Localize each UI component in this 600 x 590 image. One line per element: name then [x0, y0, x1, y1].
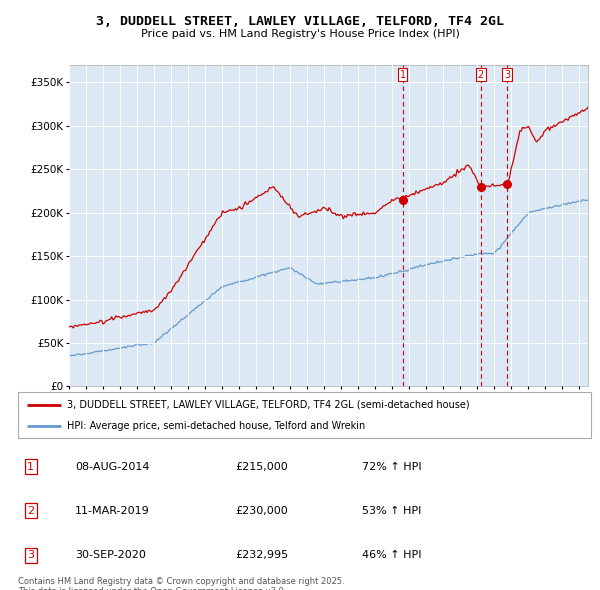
- Text: £232,995: £232,995: [236, 550, 289, 560]
- Text: 1: 1: [27, 462, 34, 471]
- Text: 2: 2: [478, 70, 484, 80]
- Text: 1: 1: [400, 70, 406, 80]
- Text: £230,000: £230,000: [236, 506, 289, 516]
- Text: Price paid vs. HM Land Registry's House Price Index (HPI): Price paid vs. HM Land Registry's House …: [140, 29, 460, 39]
- Text: £215,000: £215,000: [236, 462, 289, 471]
- Text: 08-AUG-2014: 08-AUG-2014: [76, 462, 150, 471]
- Text: HPI: Average price, semi-detached house, Telford and Wrekin: HPI: Average price, semi-detached house,…: [67, 421, 365, 431]
- Text: 2: 2: [27, 506, 34, 516]
- Text: 3, DUDDELL STREET, LAWLEY VILLAGE, TELFORD, TF4 2GL (semi-detached house): 3, DUDDELL STREET, LAWLEY VILLAGE, TELFO…: [67, 399, 469, 409]
- Text: 3: 3: [27, 550, 34, 560]
- Text: 72% ↑ HPI: 72% ↑ HPI: [362, 462, 421, 471]
- Text: 46% ↑ HPI: 46% ↑ HPI: [362, 550, 421, 560]
- Text: 30-SEP-2020: 30-SEP-2020: [76, 550, 146, 560]
- Text: 53% ↑ HPI: 53% ↑ HPI: [362, 506, 421, 516]
- Text: 11-MAR-2019: 11-MAR-2019: [76, 506, 150, 516]
- Text: 3: 3: [504, 70, 510, 80]
- Text: Contains HM Land Registry data © Crown copyright and database right 2025.
This d: Contains HM Land Registry data © Crown c…: [18, 577, 344, 590]
- Text: 3, DUDDELL STREET, LAWLEY VILLAGE, TELFORD, TF4 2GL: 3, DUDDELL STREET, LAWLEY VILLAGE, TELFO…: [96, 15, 504, 28]
